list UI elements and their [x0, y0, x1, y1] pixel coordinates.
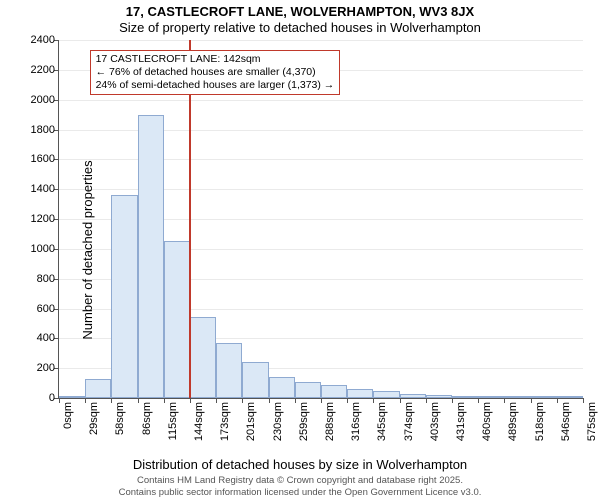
- plot-area: 0200400600800100012001400160018002000220…: [58, 40, 583, 399]
- x-tick-label: 58sqm: [114, 398, 126, 435]
- histogram-bar: [242, 362, 268, 398]
- histogram-bar: [190, 317, 216, 398]
- x-tick-mark: [295, 398, 296, 403]
- histogram-bar: [85, 379, 111, 398]
- x-tick-mark: [504, 398, 505, 403]
- x-tick-mark: [269, 398, 270, 403]
- y-tick-label: 2000: [31, 94, 59, 106]
- x-tick-mark: [85, 398, 86, 403]
- x-tick-label: 115sqm: [167, 398, 179, 440]
- histogram-bar: [426, 395, 452, 398]
- annotation-line: 24% of semi-detached houses are larger (…: [96, 79, 335, 92]
- gridline: [59, 40, 583, 41]
- y-tick-label: 200: [37, 362, 59, 374]
- x-tick-mark: [59, 398, 60, 403]
- x-tick-mark: [400, 398, 401, 403]
- x-tick-label: 431sqm: [455, 398, 467, 441]
- chart-title-main: 17, CASTLECROFT LANE, WOLVERHAMPTON, WV3…: [0, 4, 600, 19]
- x-tick-mark: [373, 398, 374, 403]
- x-tick-mark: [111, 398, 112, 403]
- x-tick-mark: [531, 398, 532, 403]
- histogram-bar: [269, 377, 295, 398]
- x-tick-label: 86sqm: [141, 398, 153, 435]
- x-tick-mark: [164, 398, 165, 403]
- annotation-line: ← 76% of detached houses are smaller (4,…: [96, 66, 335, 79]
- x-tick-label: 518sqm: [534, 398, 546, 441]
- x-tick-label: 0sqm: [62, 398, 74, 429]
- histogram-bar: [478, 396, 504, 398]
- histogram-bar: [452, 396, 478, 398]
- histogram-bar: [164, 241, 190, 398]
- x-tick-label: 575sqm: [586, 398, 598, 441]
- x-tick-mark: [426, 398, 427, 403]
- histogram-chart: 17, CASTLECROFT LANE, WOLVERHAMPTON, WV3…: [0, 0, 600, 500]
- x-tick-label: 144sqm: [193, 398, 205, 441]
- y-tick-label: 1800: [31, 124, 59, 136]
- x-tick-label: 316sqm: [350, 398, 362, 441]
- y-tick-label: 800: [37, 273, 59, 285]
- x-tick-mark: [138, 398, 139, 403]
- x-tick-label: 201sqm: [245, 398, 257, 441]
- x-tick-mark: [557, 398, 558, 403]
- y-tick-label: 1600: [31, 153, 59, 165]
- histogram-bar: [216, 343, 242, 398]
- histogram-bar: [321, 385, 347, 398]
- x-tick-label: 230sqm: [272, 398, 284, 441]
- x-tick-label: 259sqm: [298, 398, 310, 441]
- x-tick-label: 546sqm: [560, 398, 572, 441]
- x-tick-mark: [452, 398, 453, 403]
- chart-title-sub: Size of property relative to detached ho…: [0, 20, 600, 35]
- x-tick-label: 403sqm: [429, 398, 441, 441]
- x-tick-label: 460sqm: [481, 398, 493, 441]
- y-tick-label: 1400: [31, 183, 59, 195]
- y-tick-label: 400: [37, 332, 59, 344]
- histogram-bar: [111, 195, 137, 398]
- x-tick-label: 29sqm: [88, 398, 100, 435]
- attribution-line-1: Contains HM Land Registry data © Crown c…: [0, 475, 600, 486]
- x-tick-mark: [321, 398, 322, 403]
- annotation-line: 17 CASTLECROFT LANE: 142sqm: [96, 53, 335, 66]
- y-tick-label: 0: [49, 392, 59, 404]
- histogram-bar: [504, 396, 530, 398]
- histogram-bar: [531, 396, 557, 398]
- histogram-bar: [373, 391, 399, 398]
- x-tick-label: 345sqm: [376, 398, 388, 441]
- x-tick-label: 173sqm: [219, 398, 231, 441]
- histogram-bar: [138, 115, 164, 398]
- attribution-text: Contains HM Land Registry data © Crown c…: [0, 475, 600, 498]
- attribution-line-2: Contains public sector information licen…: [0, 487, 600, 498]
- gridline: [59, 100, 583, 101]
- x-tick-mark: [190, 398, 191, 403]
- x-tick-mark: [583, 398, 584, 403]
- histogram-bar: [295, 382, 321, 398]
- x-tick-mark: [478, 398, 479, 403]
- y-tick-label: 2200: [31, 64, 59, 76]
- histogram-bar: [59, 396, 85, 398]
- y-tick-label: 1000: [31, 243, 59, 255]
- histogram-bar: [557, 396, 583, 398]
- annotation-box: 17 CASTLECROFT LANE: 142sqm← 76% of deta…: [90, 50, 341, 95]
- x-axis-label: Distribution of detached houses by size …: [0, 457, 600, 472]
- y-tick-label: 2400: [31, 34, 59, 46]
- x-tick-label: 288sqm: [324, 398, 336, 441]
- y-tick-label: 600: [37, 303, 59, 315]
- x-tick-label: 489sqm: [507, 398, 519, 441]
- histogram-bar: [400, 394, 426, 398]
- x-tick-mark: [216, 398, 217, 403]
- x-tick-mark: [347, 398, 348, 403]
- x-tick-mark: [242, 398, 243, 403]
- x-tick-label: 374sqm: [403, 398, 415, 441]
- histogram-bar: [347, 389, 373, 398]
- y-tick-label: 1200: [31, 213, 59, 225]
